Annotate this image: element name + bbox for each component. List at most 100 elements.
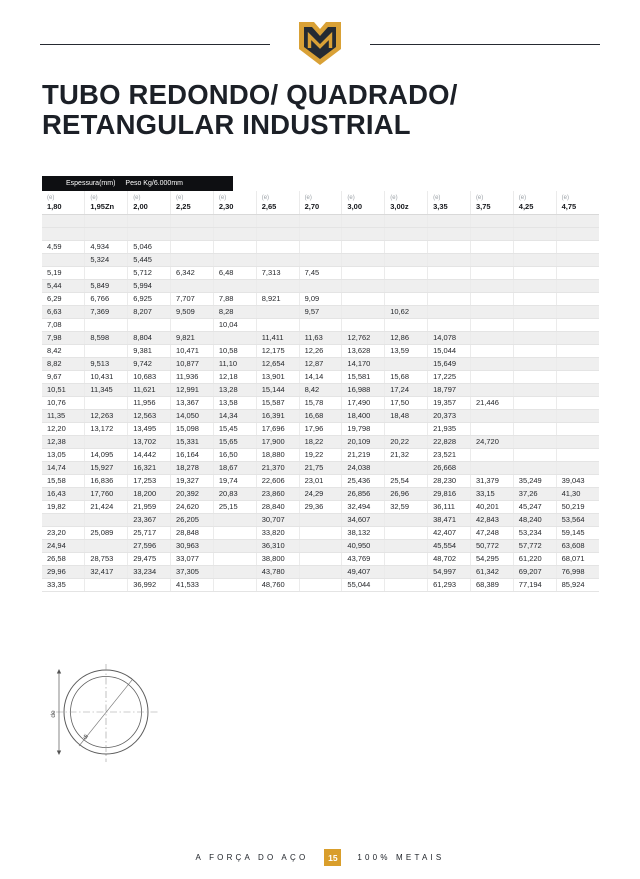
- weight-cell: 9,742: [127, 357, 172, 371]
- weight-cell: [42, 513, 86, 527]
- table-row: 11,35 12,263 12,563 14,050 14,34 16,391 16,68 1…: [42, 409, 599, 423]
- weight-cell: [556, 383, 599, 397]
- weight-cell: 24,620: [170, 500, 214, 514]
- weight-cell: [556, 396, 599, 410]
- weight-cell: [427, 305, 471, 319]
- weight-cell: [213, 253, 257, 267]
- weight-cell: 17,225: [427, 370, 471, 384]
- weight-cell: 14,095: [84, 448, 129, 462]
- weights-table: Espessura(mm) Peso Kg/6.000mm (e) 1,80 (e)…: [42, 176, 599, 592]
- weight-cell: [470, 305, 514, 319]
- weight-cell: [427, 253, 471, 267]
- weight-cell: [556, 448, 599, 462]
- weight-cell: 8,921: [256, 292, 300, 306]
- weight-cell: [513, 266, 557, 280]
- weight-cell: 48,760: [256, 578, 300, 592]
- weight-cell: 15,649: [427, 357, 471, 371]
- weight-cell: 29,816: [427, 487, 471, 501]
- weight-cell: [556, 422, 599, 436]
- weight-cell: 17,760: [84, 487, 129, 501]
- weight-cell: [513, 318, 557, 332]
- weight-cell: 15,65: [213, 435, 257, 449]
- weight-cell: [513, 331, 557, 345]
- weight-cell: [299, 279, 343, 293]
- weight-cell: [384, 565, 429, 579]
- weight-cell: 9,67: [42, 370, 86, 384]
- weight-cell: 26,58: [42, 552, 86, 566]
- weight-cell: 21,370: [256, 461, 300, 475]
- weight-cell: 50,772: [470, 539, 514, 553]
- weight-cell: 28,848: [170, 526, 214, 540]
- table-row: 6,63 7,369 8,207 9,509 8,28 9,57 10,62: [42, 305, 599, 319]
- weight-cell: [384, 357, 429, 371]
- weight-cell: 57,772: [513, 539, 557, 553]
- weight-cell: 29,36: [299, 500, 343, 514]
- weight-cell: 18,278: [170, 461, 214, 475]
- weight-cell: 26,96: [384, 487, 429, 501]
- weight-cell: 5,994: [127, 279, 172, 293]
- weight-cell: [470, 227, 514, 241]
- weight-cell: 55,044: [341, 578, 386, 592]
- weight-cell: 47,248: [470, 526, 514, 540]
- weight-cell: [299, 227, 343, 241]
- weight-cell: [470, 344, 514, 358]
- weight-cell: [470, 331, 514, 345]
- table-title-bar: Espessura(mm) Peso Kg/6.000mm: [42, 176, 233, 191]
- weight-cell: [556, 266, 599, 280]
- weight-cell: 13,28: [213, 383, 257, 397]
- weight-cell: [256, 279, 300, 293]
- weight-cell: [470, 279, 514, 293]
- weight-cell: [427, 266, 471, 280]
- weight-cell: [84, 578, 129, 592]
- weight-cell: [513, 344, 557, 358]
- weight-cell: 5,44: [42, 279, 86, 293]
- weight-cell: 14,050: [170, 409, 214, 423]
- weight-cell: [170, 253, 214, 267]
- weight-cell: [84, 513, 129, 527]
- weight-cell: 17,50: [384, 396, 429, 410]
- weight-cell: 5,324: [84, 253, 129, 267]
- weight-cell: 33,35: [42, 578, 86, 592]
- weight-cell: [84, 396, 129, 410]
- weight-cell: 9,513: [84, 357, 129, 371]
- weight-cell: 63,608: [556, 539, 599, 553]
- table-row: 23,20 25,089 25,717 28,848 33,820 38,132 42,40…: [42, 526, 599, 540]
- weight-cell: 12,26: [299, 344, 343, 358]
- table-row: 8,82 9,513 9,742 10,877 11,10 12,654 12,87 14,1…: [42, 357, 599, 371]
- weight-cell: 40,201: [470, 500, 514, 514]
- weight-cell: [384, 461, 429, 475]
- weight-cell: [470, 409, 514, 423]
- weight-cell: 21,32: [384, 448, 429, 462]
- weight-cell: 17,490: [341, 396, 386, 410]
- weight-cell: 36,310: [256, 539, 300, 553]
- weight-cell: 11,956: [127, 396, 172, 410]
- column-header: (e) 2,00: [127, 191, 172, 215]
- weight-cell: 28,840: [256, 500, 300, 514]
- weight-cell: 28,753: [84, 552, 129, 566]
- weight-cell: 29,475: [127, 552, 172, 566]
- table-row: 10,76 11,956 13,367 13,58 15,587 15,78 17,490 1…: [42, 396, 599, 410]
- column-header: (e) 3,35: [427, 191, 471, 215]
- weight-cell: [556, 279, 599, 293]
- weight-cell: 15,68: [384, 370, 429, 384]
- weight-cell: 11,35: [42, 409, 86, 423]
- weight-cell: 23,521: [427, 448, 471, 462]
- weight-cell: [341, 240, 386, 254]
- weight-cell: [470, 240, 514, 254]
- weight-cell: 85,924: [556, 578, 599, 592]
- weight-cell: 17,96: [299, 422, 343, 436]
- weight-cell: 8,82: [42, 357, 86, 371]
- weight-cell: 12,762: [341, 331, 386, 345]
- inner-diameter-line: [78, 679, 133, 747]
- weight-cell: 26,856: [341, 487, 386, 501]
- weight-cell: [341, 279, 386, 293]
- weight-cell: 4,934: [84, 240, 129, 254]
- weight-cell: 20,392: [170, 487, 214, 501]
- weight-cell: [513, 214, 557, 228]
- header-rule-right: [370, 44, 600, 45]
- table-row: 10,51 11,345 11,621 12,991 13,28 15,144 8,42 16…: [42, 383, 599, 397]
- weight-cell: [470, 253, 514, 267]
- weight-cell: 19,798: [341, 422, 386, 436]
- weight-cell: 14,14: [299, 370, 343, 384]
- weight-cell: [84, 435, 129, 449]
